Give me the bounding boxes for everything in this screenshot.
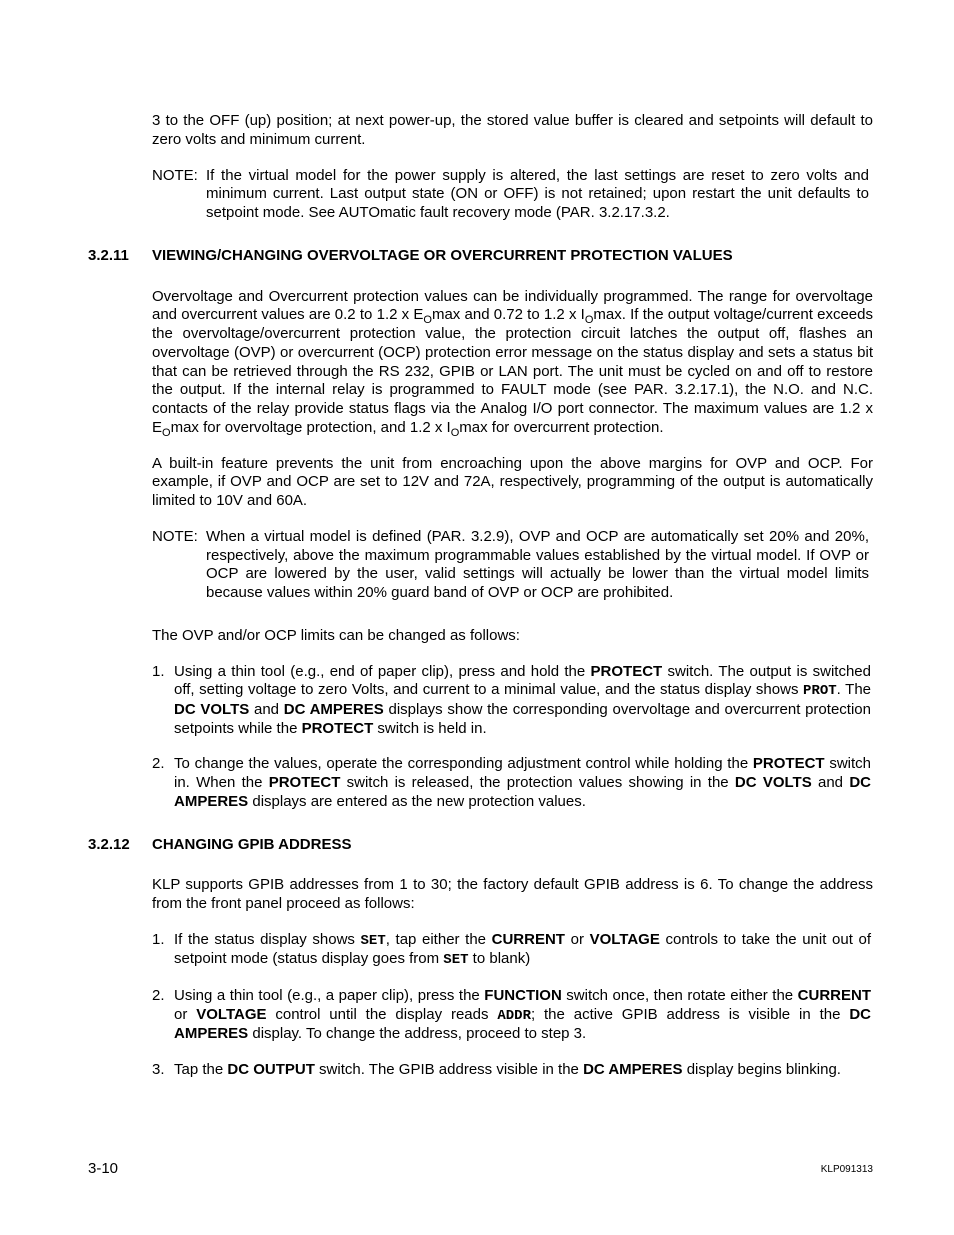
text-run: , tap either the <box>386 931 492 948</box>
list-number: 3. <box>152 1061 174 1080</box>
sec1-list-item-1: 1.Using a thin tool (e.g., end of paper … <box>152 663 873 739</box>
section-number: 3.2.11 <box>88 247 152 266</box>
text-run: Tap the <box>174 1061 227 1078</box>
bold-run: DC VOLTS <box>735 774 812 791</box>
text-run: max and 0.72 to 1.2 x I <box>432 306 585 323</box>
text-run: max for overcurrent protection. <box>459 419 663 436</box>
bold-run: PROTECT <box>302 720 374 737</box>
list-text: If the status display shows SET, tap eit… <box>174 931 871 970</box>
section-heading-3-2-11: 3.2.11VIEWING/CHANGING OVERVOLTAGE OR OV… <box>88 247 873 266</box>
mono-run: SET <box>443 952 468 968</box>
bold-run: VOLTAGE <box>590 931 660 948</box>
text-run: displays are entered as the new protecti… <box>248 793 586 810</box>
section-number: 3.2.12 <box>88 836 152 855</box>
text-run: control until the display reads <box>267 1006 498 1023</box>
sec2-list-item-2: 2.Using a thin tool (e.g., a paper clip)… <box>152 987 873 1044</box>
text-run: . The <box>837 681 871 698</box>
sec1-paragraph-2: A built-in feature prevents the unit fro… <box>152 455 873 511</box>
bold-run: FUNCTION <box>484 987 562 1004</box>
text-run: Using a thin tool (e.g., a paper clip), … <box>174 987 484 1004</box>
bold-run: DC AMPERES <box>583 1061 682 1078</box>
text-run: switch is held in. <box>373 720 486 737</box>
note-text: If the virtual model for the power suppl… <box>206 167 869 223</box>
note-text: When a virtual model is defined (PAR. 3.… <box>206 528 869 603</box>
note-label: NOTE: <box>152 167 206 186</box>
doc-id: KLP091313 <box>821 1164 873 1175</box>
text-run: or <box>565 931 590 948</box>
note-block-1: NOTE:If the virtual model for the power … <box>152 167 873 223</box>
note-label: NOTE: <box>152 528 206 547</box>
list-text: Using a thin tool (e.g., end of paper cl… <box>174 663 871 739</box>
section-title: VIEWING/CHANGING OVERVOLTAGE OR OVERCURR… <box>152 247 733 266</box>
section-title: CHANGING GPIB ADDRESS <box>152 836 351 855</box>
text-run: switch once, then rotate either the <box>562 987 798 1004</box>
text-run: switch is released, the protection value… <box>340 774 735 791</box>
text-run: and <box>249 701 283 718</box>
text-run: max. If the output voltage/current excee… <box>152 306 873 436</box>
section-heading-3-2-12: 3.2.12CHANGING GPIB ADDRESS <box>88 836 873 855</box>
text-run: display begins blinking. <box>683 1061 841 1078</box>
note-block-2: NOTE:When a virtual model is defined (PA… <box>152 528 873 603</box>
sec2-list-item-1: 1.If the status display shows SET, tap e… <box>152 931 873 970</box>
sec2-paragraph-1: KLP supports GPIB addresses from 1 to 30… <box>152 876 873 914</box>
bold-run: DC OUTPUT <box>227 1061 315 1078</box>
list-number: 2. <box>152 987 174 1006</box>
text-run: Using a thin tool (e.g., end of paper cl… <box>174 663 591 680</box>
text-run: display. To change the address, proceed … <box>248 1025 586 1042</box>
bold-run: DC VOLTS <box>174 701 249 718</box>
bold-run: CURRENT <box>798 987 871 1004</box>
list-text: Tap the DC OUTPUT switch. The GPIB addre… <box>174 1061 871 1080</box>
subscript-o: O <box>451 427 460 439</box>
list-text: Using a thin tool (e.g., a paper clip), … <box>174 987 871 1044</box>
sec1-paragraph-1: Overvoltage and Overcurrent protection v… <box>152 288 873 438</box>
mono-run: ADDR <box>497 1008 531 1024</box>
mono-run: SET <box>361 933 386 949</box>
sec1-list-item-2: 2.To change the values, operate the corr… <box>152 755 873 811</box>
bold-run: VOLTAGE <box>196 1006 266 1023</box>
text-run: To change the values, operate the corres… <box>174 755 753 772</box>
list-text: To change the values, operate the corres… <box>174 755 871 811</box>
text-run: and <box>812 774 850 791</box>
page-footer: 3-10 KLP091313 <box>88 1160 873 1177</box>
mono-run: PROT <box>803 683 837 699</box>
sec1-paragraph-3: The OVP and/or OCP limits can be changed… <box>152 627 873 646</box>
bold-run: PROTECT <box>591 663 663 680</box>
page-number: 3-10 <box>88 1160 118 1177</box>
list-number: 1. <box>152 663 174 682</box>
page-body: 3 to the OFF (up) position; at next powe… <box>88 112 873 1097</box>
text-run: max for overvoltage protection, and 1.2 … <box>171 419 451 436</box>
sec2-list-item-3: 3.Tap the DC OUTPUT switch. The GPIB add… <box>152 1061 873 1080</box>
text-run: or <box>174 1006 196 1023</box>
bold-run: PROTECT <box>753 755 825 772</box>
text-run: If the status display shows <box>174 931 361 948</box>
list-number: 2. <box>152 755 174 774</box>
subscript-o: O <box>162 427 171 439</box>
intro-paragraph: 3 to the OFF (up) position; at next powe… <box>152 112 873 150</box>
text-run: to blank) <box>469 950 531 967</box>
bold-run: PROTECT <box>269 774 341 791</box>
list-number: 1. <box>152 931 174 950</box>
text-run: ; the active GPIB address is visible in … <box>531 1006 849 1023</box>
bold-run: CURRENT <box>492 931 565 948</box>
bold-run: DC AMPERES <box>284 701 384 718</box>
text-run: switch. The GPIB address visible in the <box>315 1061 583 1078</box>
